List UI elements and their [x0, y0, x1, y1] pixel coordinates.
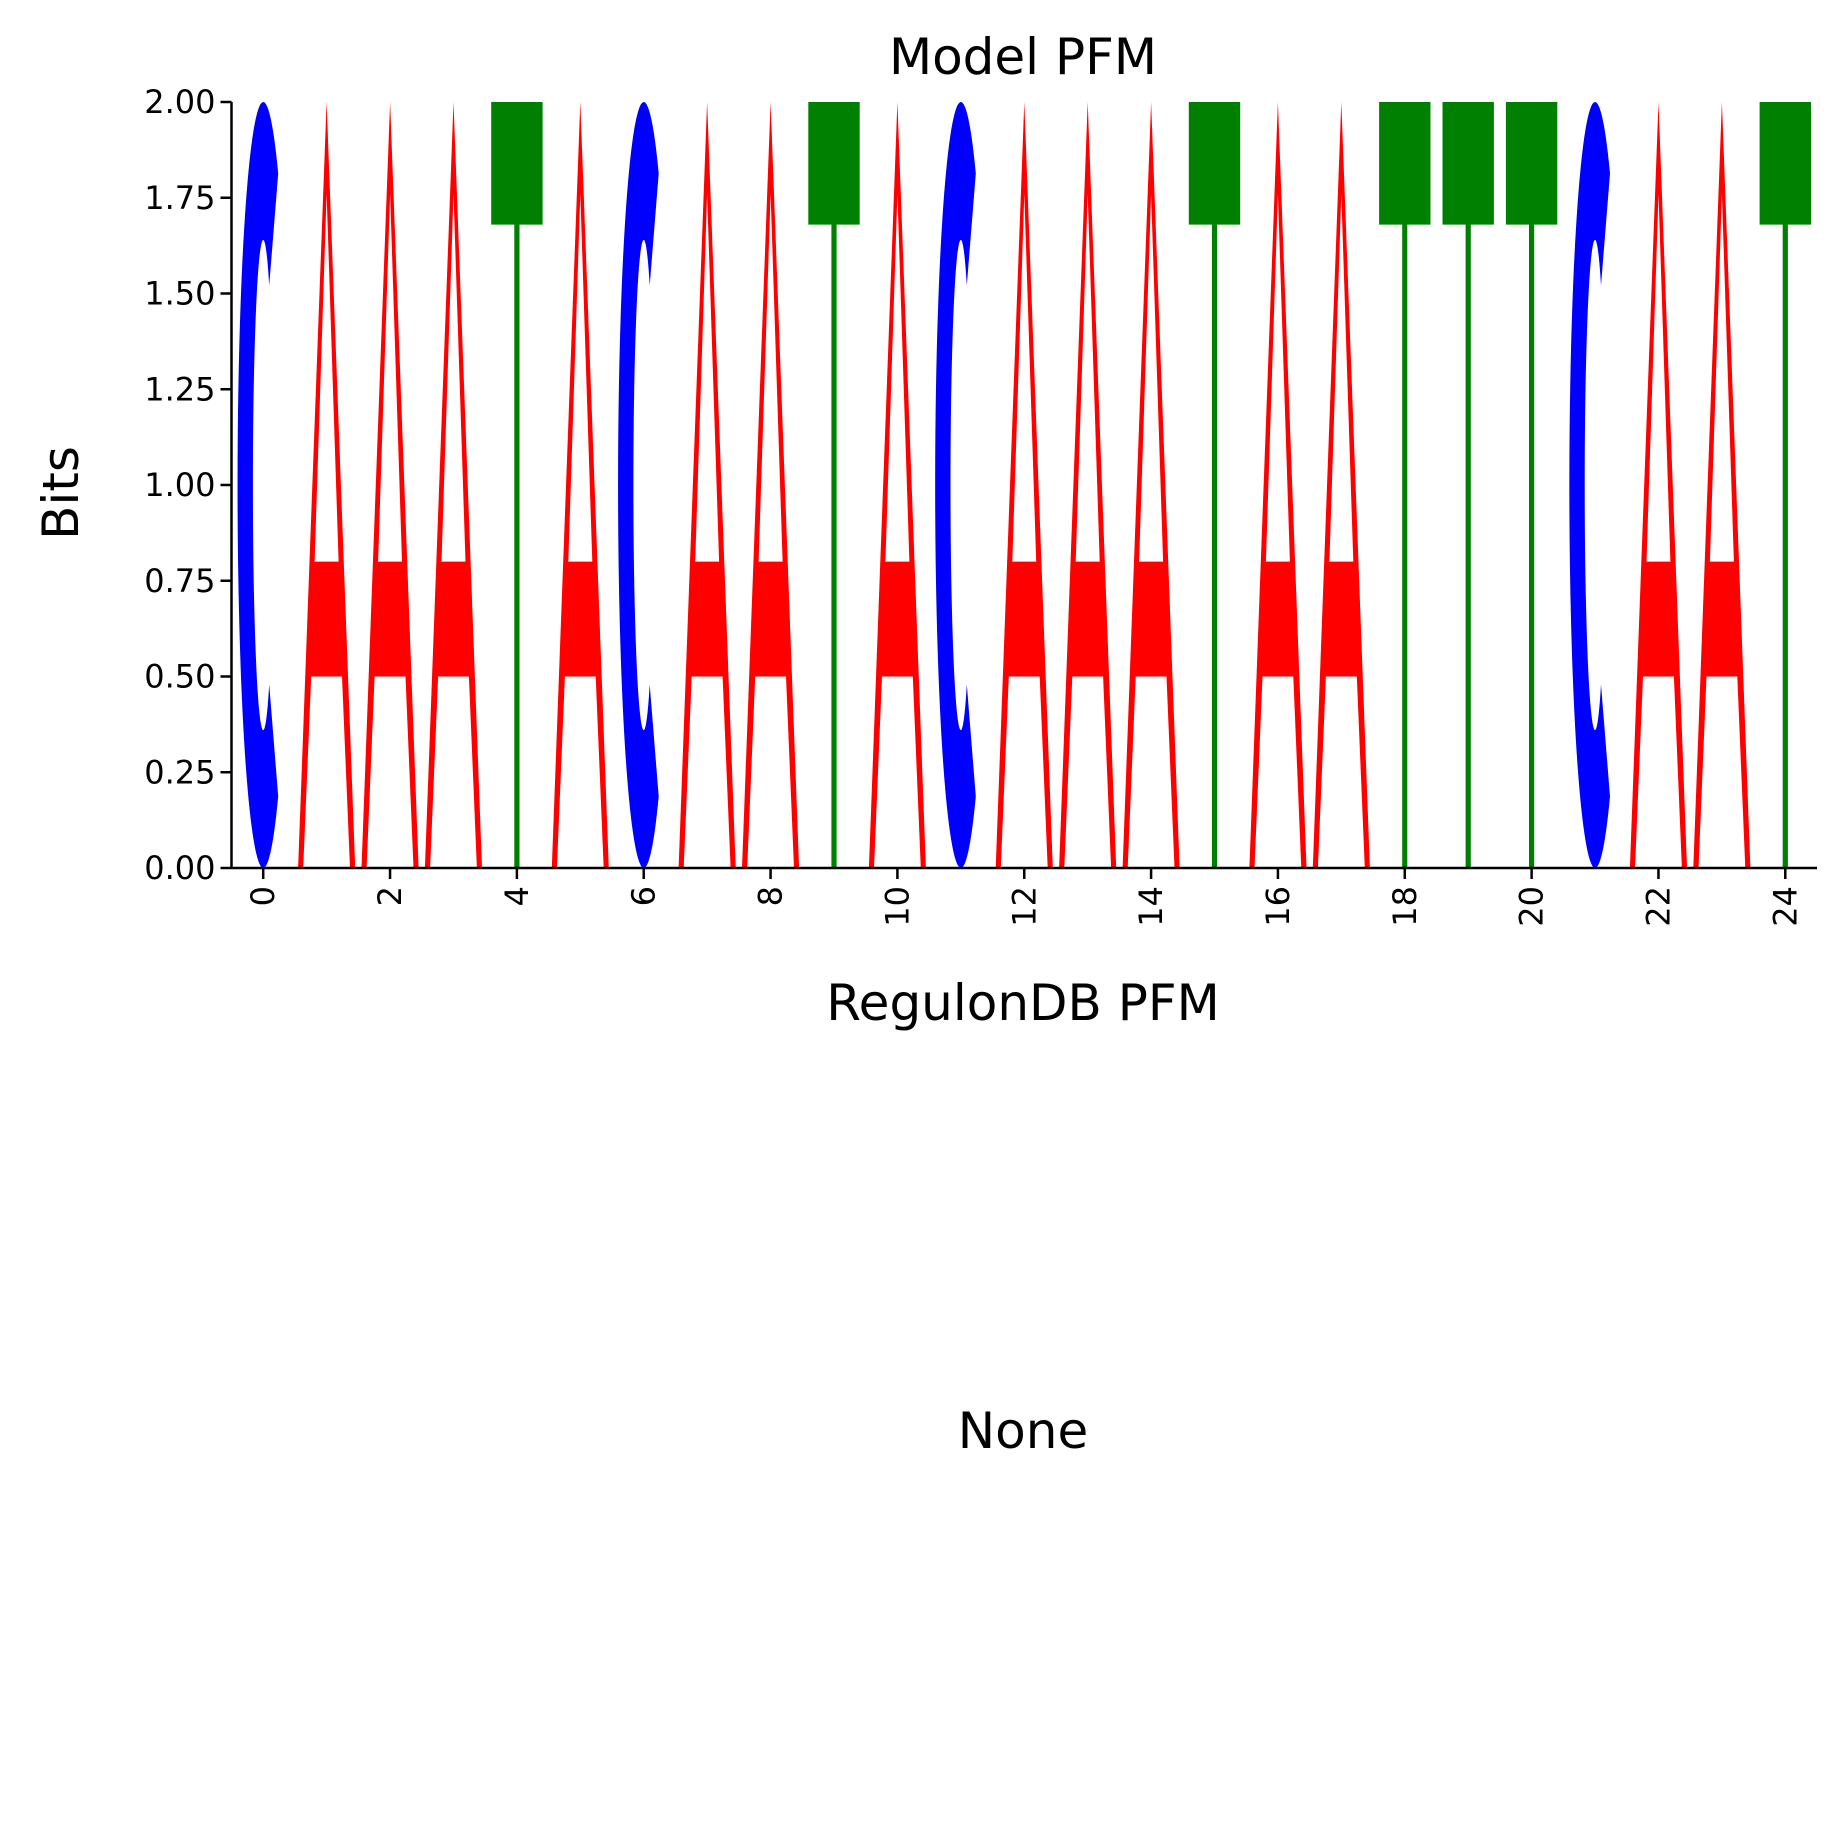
logo-letter-C-pos-6 [618, 101, 659, 869]
logo-letter-A-pos-12 [995, 102, 1053, 868]
x-tick-label: 18 [1386, 886, 1424, 927]
logo-letter-A-pos-7 [678, 102, 736, 868]
x-tick-label: 6 [625, 886, 663, 906]
x-tick-label: 24 [1766, 886, 1804, 927]
logo-letter-A-pos-16 [1249, 102, 1307, 868]
x-tick-label: 0 [244, 886, 282, 906]
x-tick-label: 16 [1259, 886, 1297, 927]
y-tick-label: 2.00 [144, 83, 215, 121]
logo-letter-T-pos-9 [808, 102, 860, 868]
y-tick-label: 0.00 [144, 849, 215, 887]
y-tick-label: 0.75 [144, 562, 215, 600]
logo-letter-C-pos-21 [1569, 102, 1610, 868]
y-axis-label: Bits [32, 446, 90, 540]
empty-panel-label: None [958, 1402, 1088, 1460]
x-tick-label: 10 [878, 886, 916, 927]
y-tick-label: 1.00 [144, 466, 215, 504]
logo-letter-A-pos-2 [361, 102, 419, 868]
logo-letter-A-pos-22 [1629, 102, 1687, 868]
y-tick-label: 1.75 [144, 179, 215, 217]
logo-letter-A-pos-14 [1122, 102, 1180, 868]
y-tick-label: 1.50 [144, 275, 215, 313]
logo-letter-C-pos-11 [935, 102, 976, 868]
y-axis-ticks: 0.00 0.25 0.50 0.75 1.00 1.25 1.50 1.75 2.00 [144, 83, 232, 887]
logo-letter-A-pos-13 [1059, 102, 1117, 868]
logo-letter-T-pos-4 [491, 102, 543, 868]
logo-letter-A-pos-3 [424, 102, 482, 868]
x-axis-ticks: 0 2 4 6 8 10 12 14 16 18 20 22 24 [244, 868, 1804, 927]
x-tick-label: 22 [1640, 886, 1678, 927]
logo-letter-C-pos-0 [237, 101, 279, 868]
x-tick-label: 8 [752, 886, 790, 906]
chart-title: Model PFM [889, 28, 1157, 86]
y-tick-label: 0.50 [144, 658, 215, 696]
logo-letter-A-pos-5 [551, 102, 609, 868]
logo-letter-T-pos-18 [1379, 102, 1431, 868]
logo-letter-A-pos-23 [1693, 102, 1751, 868]
logo-letter-A-pos-8 [742, 102, 800, 868]
logo-letters [237, 101, 1811, 869]
y-tick-label: 1.25 [144, 370, 215, 408]
logo-letter-T-pos-19 [1442, 102, 1494, 868]
x-axis-label: RegulonDB PFM [826, 974, 1220, 1032]
logo-letter-A-pos-17 [1312, 102, 1370, 868]
y-tick-label: 0.25 [144, 753, 215, 791]
logo-letter-A-pos-10 [868, 102, 926, 868]
logo-letter-T-pos-24 [1759, 102, 1811, 868]
logo-letter-T-pos-15 [1188, 102, 1241, 868]
x-tick-label: 4 [498, 886, 536, 906]
x-tick-label: 2 [371, 886, 409, 906]
logo-letter-A-pos-1 [298, 102, 356, 868]
x-tick-label: 14 [1132, 886, 1170, 927]
logo-letter-T-pos-20 [1505, 102, 1558, 868]
x-tick-label: 12 [1005, 886, 1043, 927]
x-tick-label: 20 [1513, 886, 1551, 927]
